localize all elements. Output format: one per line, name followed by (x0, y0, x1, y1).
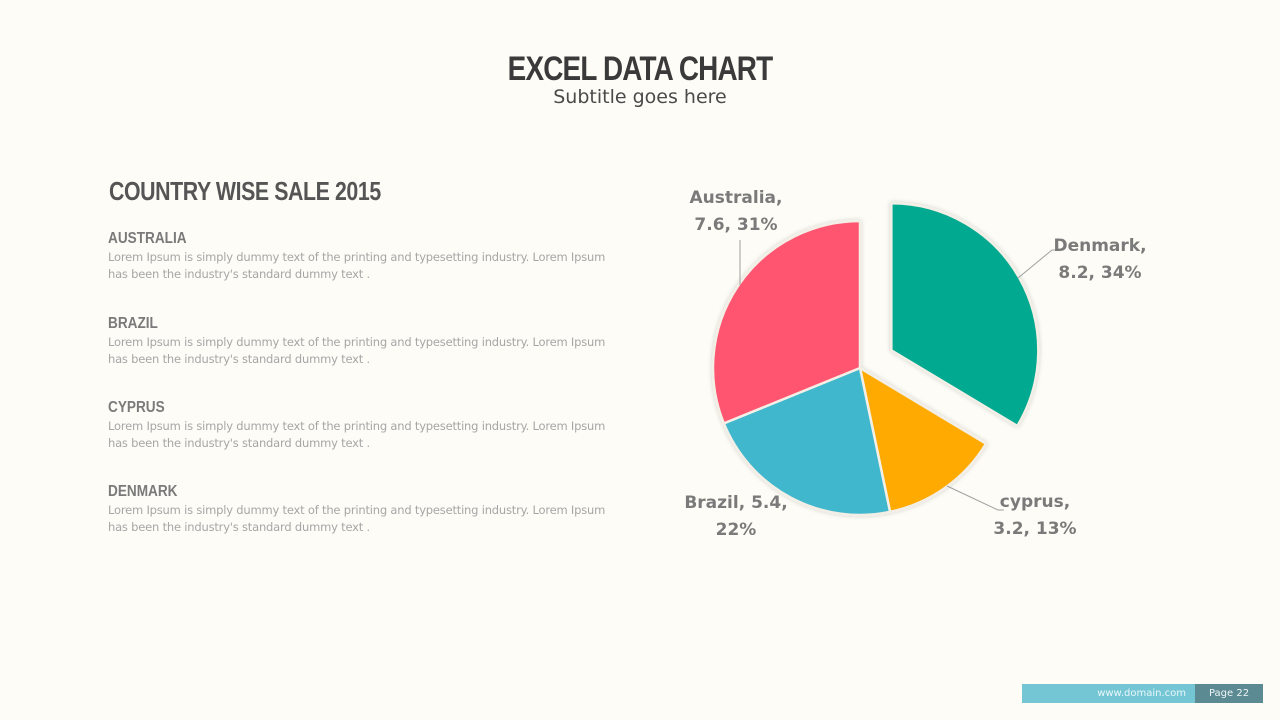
page-subtitle: Subtitle goes here (553, 86, 727, 108)
pie-slice-denmark (890, 202, 1040, 428)
data-label-cyprus: cyprus, 3.2, 13% (990, 489, 1080, 543)
pie-slice-australia (711, 219, 862, 426)
country-item-denmark: DENMARK Lorem Ipsum is simply dummy text… (108, 482, 648, 536)
item-text-line2: has been the industry's standard dummy t… (108, 352, 370, 366)
pie-slice-cyprus (858, 365, 988, 514)
label-line1: Denmark, (1053, 236, 1147, 256)
item-text-line2: has been the industry's standard dummy t… (108, 436, 370, 450)
page-number: Page 22 (1195, 684, 1263, 703)
label-line2: 7.6, 31% (694, 215, 778, 235)
item-heading: BRAZIL (108, 315, 158, 332)
item-text-line2: has been the industry's standard dummy t… (108, 520, 370, 534)
footer-url: www.domain.com (1022, 684, 1195, 703)
label-line2: 8.2, 34% (1058, 263, 1142, 283)
leader-line-cyprus (946, 485, 1004, 511)
label-line2: 3.2, 13% (993, 519, 1077, 539)
item-heading: CYPRUS (108, 399, 165, 416)
label-line1: Australia, (689, 188, 783, 208)
country-item-cyprus: CYPRUS Lorem Ipsum is simply dummy text … (108, 398, 648, 452)
item-text-line2: has been the industry's standard dummy t… (108, 267, 370, 281)
item-text-line1: Lorem Ipsum is simply dummy text of the … (108, 250, 606, 264)
item-text-line1: Lorem Ipsum is simply dummy text of the … (108, 503, 606, 517)
section-title: COUNTRY WISE SALE 2015 (109, 176, 381, 206)
leader-line-denmark (1017, 249, 1058, 279)
label-line1: cyprus, (999, 492, 1071, 512)
country-item-australia: AUSTRALIA Lorem Ipsum is simply dummy te… (108, 229, 648, 283)
data-label-brazil: Brazil, 5.4, 22% (676, 490, 796, 544)
item-text-line1: Lorem Ipsum is simply dummy text of the … (108, 419, 606, 433)
country-item-brazil: BRAZIL Lorem Ipsum is simply dummy text … (108, 314, 648, 368)
item-heading: AUSTRALIA (108, 230, 187, 247)
data-label-australia: Australia, 7.6, 31% (680, 185, 792, 239)
item-text-line1: Lorem Ipsum is simply dummy text of the … (108, 335, 606, 349)
label-line2: 22% (715, 520, 757, 540)
item-heading: DENMARK (108, 483, 178, 500)
label-line1: Brazil, 5.4, (684, 493, 788, 513)
pie-slice-brazil (722, 366, 892, 517)
page-title: EXCEL DATA CHART (507, 50, 773, 88)
data-label-denmark: Denmark, 8.2, 34% (1050, 233, 1150, 287)
